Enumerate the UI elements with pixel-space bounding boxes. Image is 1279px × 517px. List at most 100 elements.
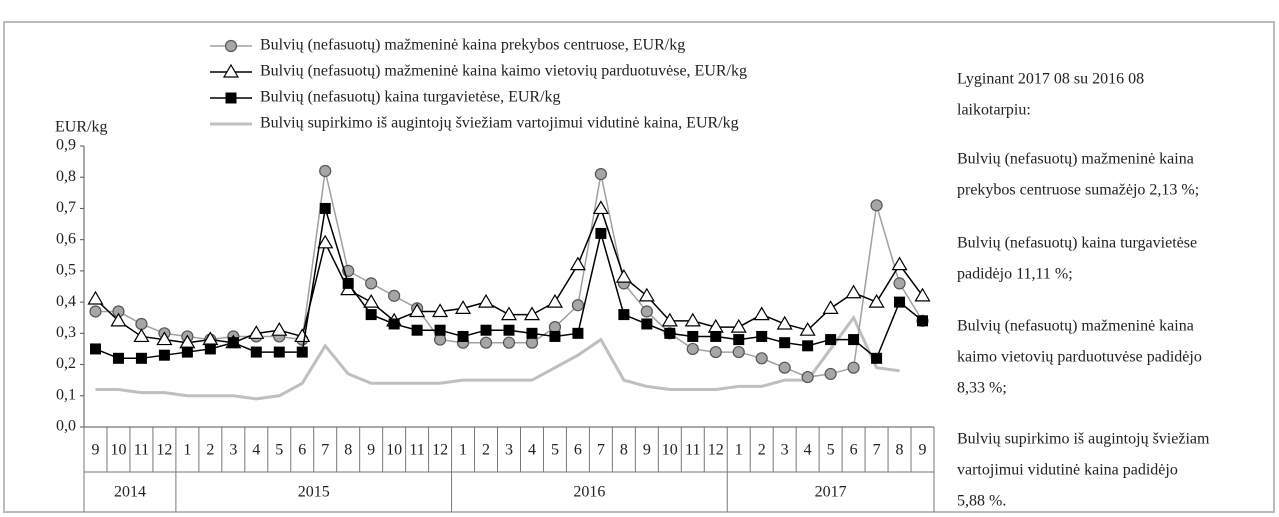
point	[156, 331, 173, 346]
point	[365, 277, 378, 290]
point	[756, 330, 768, 342]
x-tick-label: 6	[298, 442, 306, 459]
point	[847, 361, 860, 374]
x-tick-label: 11	[409, 442, 424, 459]
point	[595, 227, 607, 239]
point	[225, 92, 237, 104]
x-tick-label: 12	[432, 442, 448, 459]
x-tick-label: 6	[574, 442, 582, 459]
point	[500, 306, 518, 321]
point	[365, 309, 377, 321]
point	[434, 324, 446, 336]
point	[271, 322, 288, 336]
point	[479, 336, 493, 349]
y-tick-label: 0,6	[56, 230, 76, 247]
point	[224, 39, 238, 53]
point	[894, 296, 906, 308]
point	[89, 343, 101, 355]
year-label: 2016	[573, 484, 605, 501]
point	[525, 336, 539, 349]
point	[733, 334, 745, 346]
x-tick-label: 4	[528, 442, 536, 459]
x-tick-label: 8	[344, 442, 352, 459]
point	[687, 330, 699, 342]
annotation: laikotarpiu:	[957, 102, 1031, 119]
point	[227, 337, 239, 349]
annotation: 5,88 %.	[957, 493, 1006, 510]
y-axis-label: EUR/kg	[55, 119, 107, 136]
point	[569, 256, 586, 271]
point	[730, 318, 747, 333]
point	[319, 164, 332, 178]
annotation: kaimo vietovių parduotuvėse padidėjo	[957, 349, 1202, 366]
x-tick-label: 3	[229, 442, 237, 459]
year-label: 2017	[815, 484, 847, 501]
point	[222, 63, 240, 78]
point	[294, 328, 311, 343]
frame	[3, 21, 1275, 513]
point	[684, 312, 701, 327]
point	[342, 277, 354, 289]
y-tick-label: 0,4	[56, 293, 76, 310]
point	[845, 284, 862, 299]
x-tick-label: 1	[459, 442, 467, 459]
annotation: Bulvių (nefasuotų) mažmeninė kaina	[957, 318, 1194, 335]
x-tick-label: 3	[781, 442, 789, 459]
x-tick-label: 11	[685, 442, 700, 459]
point	[548, 320, 562, 334]
point	[158, 349, 170, 361]
point	[799, 322, 816, 336]
x-tick-label: 8	[620, 442, 628, 459]
x-tick-label: 12	[156, 442, 172, 459]
point	[135, 317, 148, 331]
x-tick-label: 4	[804, 442, 812, 459]
point	[319, 202, 331, 214]
x-tick-label: 2	[482, 442, 490, 459]
point	[112, 352, 124, 364]
point	[618, 309, 630, 321]
point	[802, 340, 814, 352]
x-tick-label: 12	[708, 442, 724, 459]
point	[317, 234, 334, 249]
point	[893, 277, 906, 290]
point	[133, 328, 150, 343]
point	[433, 333, 447, 346]
annotation: Bulvių (nefasuotų) kaina turgavietėse	[957, 235, 1197, 252]
annotation: Lyginant 2017 08 su 2016 08	[957, 71, 1144, 88]
point	[181, 346, 193, 358]
point	[388, 289, 401, 302]
point	[871, 352, 883, 364]
x-tick-label: 6	[850, 442, 858, 459]
point	[615, 268, 632, 283]
point	[502, 336, 516, 349]
point	[296, 346, 308, 358]
point	[661, 312, 678, 327]
point	[801, 370, 814, 384]
x-tick-label: 9	[367, 442, 375, 459]
point	[273, 346, 285, 358]
point	[641, 318, 653, 330]
x-tick-label: 10	[386, 442, 402, 459]
point	[640, 305, 653, 318]
point	[571, 299, 585, 312]
legend-label: Bulvių supirkimo iš augintojų šviežiam v…	[260, 115, 739, 132]
point	[409, 303, 426, 318]
point	[824, 367, 837, 381]
legend-label: Bulvių (nefasuotų) mažmeninė kaina preky…	[260, 37, 685, 54]
legend-label: Bulvių (nefasuotų) kaina turgavietėse, E…	[260, 89, 561, 106]
point	[204, 343, 216, 355]
legend-label: Bulvių (nefasuotų) mažmeninė kaina kaimo…	[260, 63, 747, 80]
y-tick-label: 0,5	[56, 262, 76, 279]
point	[572, 327, 584, 339]
year-label: 2015	[298, 484, 330, 501]
point	[526, 327, 538, 339]
point	[776, 315, 793, 330]
x-tick-label: 2	[206, 442, 214, 459]
point	[248, 325, 265, 339]
point	[432, 303, 449, 318]
point	[110, 312, 127, 327]
point	[250, 346, 262, 358]
point	[592, 200, 609, 215]
x-tick-label: 1	[735, 442, 743, 459]
